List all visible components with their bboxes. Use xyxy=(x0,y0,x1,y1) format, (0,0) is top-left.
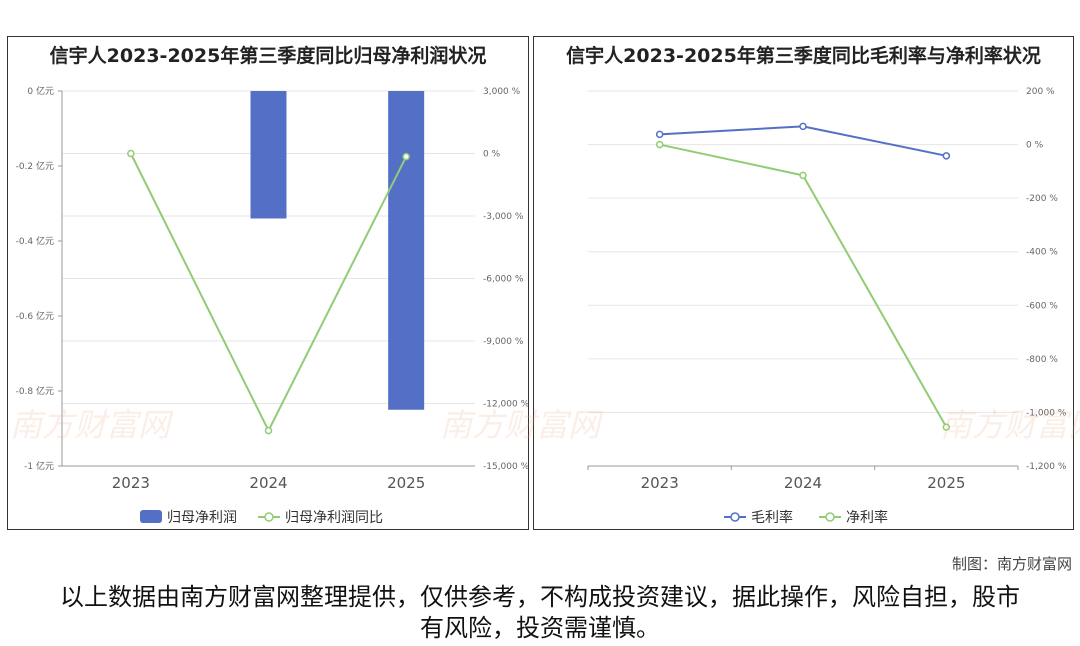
net-profit-chart-panel: 信宇人2023-2025年第三季度同比归母净利润状况 3,000 % 0 % -3,… xyxy=(7,36,529,530)
chart-source: 制图：南方财富网 xyxy=(951,555,1072,573)
x-tick-label: 2025 xyxy=(927,474,965,492)
point-net-margin xyxy=(942,423,951,431)
point-gross-margin xyxy=(942,152,951,160)
y-right-tick-label: -200 % xyxy=(1026,194,1058,204)
y-right-tick-label: -15,000 % xyxy=(483,462,528,472)
x-tick-label: 2023 xyxy=(641,474,679,492)
legend-label: 归母净利润同比 xyxy=(285,509,383,526)
chart-title: 信宇人2023-2025年第三季度同比毛利率与净利率状况 xyxy=(566,45,1041,67)
legend-swatch-marker xyxy=(264,512,274,522)
y-right-tick-label: -3,000 % xyxy=(483,212,524,222)
y-right-tick-label: -400 % xyxy=(1026,248,1058,258)
margin-chart-panel: 信宇人2023-2025年第三季度同比毛利率与净利率状况 200 % 0 % -20… xyxy=(533,36,1074,530)
point-net-profit-yoy xyxy=(127,149,135,158)
y-right-tick-label: -1,200 % xyxy=(1026,462,1067,472)
legend-swatch-bar xyxy=(140,510,162,523)
y-right-tick-label: -6,000 % xyxy=(483,275,524,285)
line-net-margin xyxy=(659,143,948,428)
x-tick-label: 2023 xyxy=(112,474,150,492)
y-right-tick-label: -800 % xyxy=(1026,355,1058,365)
y-left-tick-label: -0.2 亿元 xyxy=(16,160,54,172)
legend-swatch-marker xyxy=(730,512,740,522)
y-left-tick-label: -0.6 亿元 xyxy=(16,310,54,322)
legend-label: 归母净利润 xyxy=(167,509,237,526)
legend-label: 净利率 xyxy=(846,509,888,526)
y-right-tick-label: -1,000 % xyxy=(1026,408,1067,418)
y-right-tick-label: -600 % xyxy=(1026,301,1058,311)
y-right-tick-label: -12,000 % xyxy=(483,400,528,410)
legend-swatch-marker xyxy=(825,512,835,522)
margin-chart: 200 % 0 % -200 % -400 % -600 % -800 % -1,000 %… xyxy=(587,87,1067,526)
y-left-tick-label: -0.8 亿元 xyxy=(16,385,54,397)
disclaimer-text: 以上数据由南方财富网整理提供，仅供参考，不构成投资建议，据此操作，风险自担，股市… xyxy=(60,583,1020,642)
net-profit-chart: 3,000 % 0 % -3,000 % -6,000 % -9,000 % -12,00… xyxy=(16,85,528,526)
legend-label: 毛利率 xyxy=(751,509,793,526)
y-left-tick-label: 0 亿元 xyxy=(27,85,54,97)
point-net-profit-yoy xyxy=(402,152,410,161)
y-right-tick-label: -9,000 % xyxy=(483,337,524,347)
x-tick-label: 2024 xyxy=(784,474,822,492)
y-right-tick-label: 200 % xyxy=(1026,87,1055,97)
bar-net-profit xyxy=(250,91,287,219)
bar-net-profit xyxy=(388,91,425,410)
chart-title: 信宇人2023-2025年第三季度同比归母净利润状况 xyxy=(49,45,487,67)
x-tick-label: 2024 xyxy=(249,474,287,492)
point-net-margin xyxy=(655,140,664,149)
y-right-tick-label: 0 % xyxy=(1026,141,1044,151)
point-gross-margin xyxy=(655,130,664,139)
y-right-tick-label: 3,000 % xyxy=(483,87,521,97)
y-right-tick-label: 0 % xyxy=(483,150,501,160)
point-net-margin xyxy=(799,171,807,180)
y-left-tick-label: -1 亿元 xyxy=(24,460,54,472)
x-tick-label: 2025 xyxy=(387,474,425,492)
point-net-profit-yoy xyxy=(264,426,273,435)
point-gross-margin xyxy=(799,122,807,131)
line-gross-margin xyxy=(659,125,947,157)
y-left-tick-label: -0.4 亿元 xyxy=(16,235,54,247)
